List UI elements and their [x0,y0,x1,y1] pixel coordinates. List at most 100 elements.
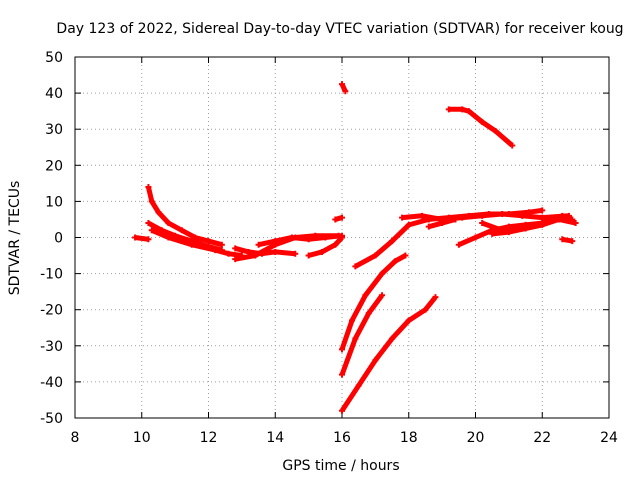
data-point [445,106,452,113]
data-point [339,346,345,353]
data-point [472,234,479,241]
data-point [218,241,225,248]
data-point [165,220,172,227]
data-point [339,234,345,241]
data-series [132,81,579,414]
data-point [492,128,499,135]
data-point [339,371,345,378]
data-point [165,234,172,241]
y-tick-label: 50 [45,50,63,66]
x-tick-label: 24 [600,430,618,446]
data-point [188,241,195,248]
data-point [245,248,252,255]
data-point [272,238,279,245]
y-tick-label: -50 [40,411,63,427]
data-point [225,250,232,257]
data-point [272,248,279,255]
y-tick-label: 0 [54,231,63,247]
data-point [332,241,339,248]
data-point [148,227,155,234]
x-tick-label: 18 [400,430,418,446]
y-tick-label: 40 [45,86,63,102]
data-point [145,183,152,190]
data-point [349,317,356,324]
data-point [205,238,212,245]
data-point [362,292,369,299]
data-point [155,209,162,216]
data-point [389,238,396,245]
data-point [452,216,459,223]
x-tick-label: 22 [533,430,551,446]
data-point [342,88,349,95]
axis-ticks [74,56,610,419]
x-tick-label: 10 [133,430,151,446]
series-arc-k [339,293,385,376]
y-tick-label: 30 [45,122,63,138]
data-point [355,382,362,389]
y-tick-label: -40 [40,375,63,391]
data-point [455,241,462,248]
data-point [439,220,446,227]
data-point [459,106,466,113]
data-point [425,223,432,230]
x-axis-title: GPS time / hours [282,458,399,474]
y-tick-label: 10 [45,194,63,210]
data-point [432,294,439,301]
x-tick-label: 14 [266,430,284,446]
x-tick-label: 20 [467,430,485,446]
data-point [145,236,152,243]
data-point [148,198,155,205]
x-tick-label: 8 [71,430,80,446]
data-point [339,407,345,414]
y-tick-label: 20 [45,158,63,174]
data-point [522,225,529,232]
data-point [379,270,386,277]
data-point [405,317,412,324]
data-point [505,229,512,236]
data-point [352,335,359,342]
data-point [379,292,386,299]
data-point [519,212,526,219]
data-point [192,234,199,241]
chart-title: Day 123 of 2022, Sidereal Day-to-day VTE… [56,21,623,37]
data-point [288,234,295,241]
data-point [559,236,566,243]
data-point [402,252,409,259]
y-axis-title: SDTVAR / TECUs [7,181,23,296]
data-point [405,221,412,228]
data-point [479,220,486,227]
data-point [399,214,406,221]
data-point [145,220,152,227]
data-point [569,238,576,245]
data-point [572,220,579,227]
data-point [479,118,486,125]
data-point [352,263,359,270]
data-point [539,221,546,228]
data-point [419,212,426,219]
data-point [178,227,185,234]
data-point [365,310,372,317]
data-point [339,81,345,88]
data-point [392,257,399,264]
data-point [292,250,299,257]
x-tick-labels: 8 10 12 14 16 18 20 22 24 [71,430,618,446]
data-point [509,142,516,149]
data-point [305,252,312,259]
data-point [499,211,506,218]
data-point [389,335,396,342]
data-point [489,230,496,237]
data-point [212,247,219,254]
data-point [305,236,312,243]
data-point [372,357,379,364]
y-tick-labels: -50 -40 -30 -20 -10 0 10 20 30 40 50 [40,50,63,427]
data-point [539,214,546,221]
data-point [332,216,339,223]
y-tick-label: -20 [40,303,63,319]
data-point [422,306,429,313]
data-point [459,214,466,221]
data-point [339,214,345,221]
data-point [539,207,546,214]
x-tick-label: 12 [200,430,218,446]
data-point [232,256,239,263]
